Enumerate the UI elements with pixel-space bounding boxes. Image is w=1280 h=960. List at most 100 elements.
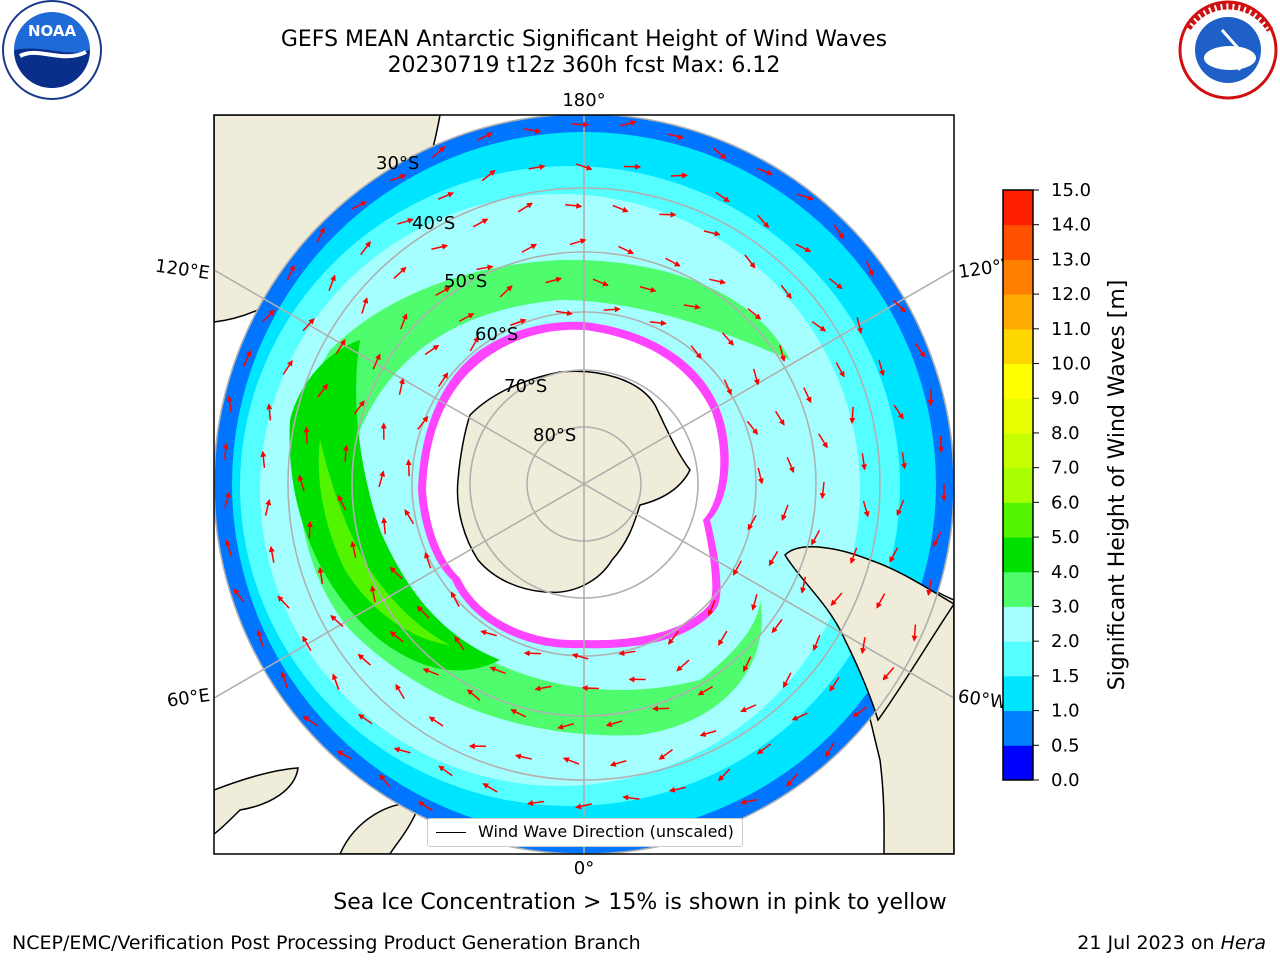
colorbar-tick-label: 12.0 [1051, 284, 1091, 305]
colorbar-tick-label: 11.0 [1051, 319, 1091, 340]
wave-direction-arrow [466, 689, 481, 701]
wave-direction-arrow [882, 666, 895, 681]
wave-direction-arrow [499, 285, 513, 298]
wave-direction-arrow [818, 433, 828, 449]
wave-direction-arrow [424, 344, 440, 356]
wave-direction-arrow [450, 591, 460, 607]
africa-land [214, 767, 299, 835]
wave-direction-arrow [744, 254, 756, 269]
wave-direction-arrow [712, 147, 727, 160]
lat-label-40s: 40°S [412, 213, 455, 234]
wave-direction-arrow [405, 459, 412, 477]
nws-logo [1178, 0, 1278, 100]
wave-direction-arrow [786, 773, 799, 787]
wave-direction-arrow [861, 453, 867, 471]
wave-direction-arrow [360, 240, 371, 256]
wave-direction-arrow [811, 320, 827, 332]
colorbar-segment [1003, 259, 1033, 295]
colorbar-label: Significant Height of Wind Waves [m] [1105, 280, 1130, 691]
wave-direction-arrow [302, 635, 312, 652]
legend-line-swatch [436, 832, 466, 833]
wave-direction-arrow [914, 343, 926, 358]
colorbar-tick-label: 5.0 [1051, 527, 1080, 548]
wave-direction-arrow [393, 746, 411, 754]
wave-direction-arrow [458, 313, 475, 323]
wave-direction-arrow [514, 753, 532, 760]
lat-label-80s: 80°S [533, 425, 576, 446]
colorbar-tick-label: 6.0 [1051, 492, 1080, 513]
wave-direction-arrow [480, 629, 497, 637]
colorbar-segment [1003, 710, 1033, 746]
wave-direction-arrow [782, 672, 792, 689]
noaa-logo-text: NOAA [28, 22, 77, 40]
wave-direction-arrow [618, 650, 636, 657]
colorbar-segment [1003, 745, 1033, 781]
wave-direction-arrow [670, 172, 689, 179]
wave-direction-arrow [709, 278, 727, 285]
wave-direction-arrow [454, 635, 465, 651]
wave-direction-arrow [825, 742, 835, 758]
colorbar-tick-label: 10.0 [1051, 354, 1091, 375]
wave-direction-arrow [317, 383, 329, 398]
map-area [214, 115, 954, 854]
wave-direction-arrow [422, 668, 439, 676]
wave-direction-arrow [849, 547, 858, 565]
chart-title: GEFS MEAN Antarctic Significant Height o… [280, 27, 888, 52]
map-legend: Wind Wave Direction (unscaled) [427, 818, 743, 847]
colorbar-segment [1003, 571, 1033, 607]
wave-direction-arrow [791, 712, 808, 721]
wave-direction-arrow [268, 545, 275, 563]
wave-direction-arrow [830, 592, 843, 606]
wave-direction-arrow [658, 749, 673, 760]
meridians [214, 115, 954, 854]
wave-direction-arrow [852, 706, 867, 718]
wave-direction-arrow [862, 500, 870, 518]
colorbar-border [1002, 189, 1034, 781]
wave-direction-arrow [786, 456, 795, 474]
antarctica-land [456, 370, 691, 594]
wave-direction-arrow [435, 287, 451, 297]
wave-direction-arrow [438, 765, 453, 777]
wave-direction-arrow [381, 517, 388, 535]
wave-direction-arrow [428, 716, 444, 727]
wave-direction-arrow [243, 350, 252, 367]
colorbar-tick-label: 3.0 [1051, 596, 1080, 617]
wave-direction-arrow [389, 631, 404, 643]
colorbar-segment [1003, 537, 1033, 573]
wave-direction-arrow [876, 593, 886, 609]
wave-direction-arrow [889, 547, 899, 563]
wave-direction-arrow [618, 245, 635, 254]
colorbar-segment [1003, 294, 1033, 330]
credit-system: Hera [1220, 932, 1266, 954]
credit-date: 21 Jul 2023 on [1077, 932, 1215, 954]
wave-direction-arrow [612, 204, 629, 213]
wave-direction-arrow [757, 467, 764, 485]
wave-direction-arrow [699, 730, 717, 737]
lat-label-70s: 70°S [504, 376, 547, 397]
wave-direction-arrow [718, 768, 731, 782]
wave-direction-arrow [683, 303, 701, 310]
wind-wave-arrows [222, 120, 947, 847]
wave-direction-arrow [472, 218, 489, 228]
colorbar-tick-label: 9.0 [1051, 388, 1080, 409]
wave-direction-arrow [609, 760, 627, 767]
wave-direction-arrow [703, 230, 721, 237]
wave-direction-arrow [280, 671, 288, 688]
wave-direction-arrow [849, 406, 856, 424]
wave-direction-arrow [431, 146, 446, 159]
wave-direction-arrow [233, 588, 245, 603]
wave-direction-arrow [911, 624, 918, 642]
wave-direction-arrow [528, 164, 546, 170]
wave-direction-arrow [262, 309, 275, 323]
wave-direction-arrow [266, 403, 273, 421]
wave-direction-arrow [829, 676, 840, 692]
wave-direction-arrow [277, 595, 290, 609]
wave-direction-arrow [469, 336, 479, 352]
wave-direction-arrow [811, 530, 821, 546]
wave-direction-arrow [571, 121, 590, 128]
wave-direction-arrow [481, 169, 496, 182]
wave-direction-arrow [571, 653, 589, 660]
colorbar-tick-label: 2.0 [1051, 631, 1080, 652]
wave-direction-arrow [225, 539, 232, 556]
